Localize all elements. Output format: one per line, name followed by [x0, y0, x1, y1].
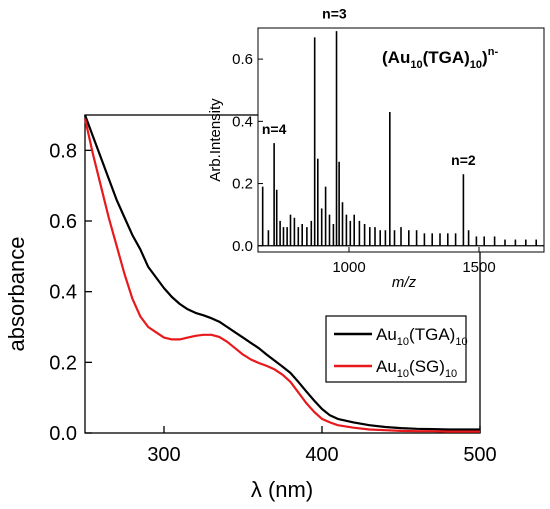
inset-axes-ticks: 1000 1500 0.0 0.2 0.4 0.6: [232, 51, 496, 276]
main-xtick-label: 300: [147, 444, 180, 466]
inset-ytick-label: 0.0: [232, 238, 253, 255]
inset-background: [258, 28, 544, 252]
main-chart: 300 400 500 0.0 0.2 0.4 0.6 0.8 λ (nm) absorban…: [4, 114, 497, 502]
main-xtick-label: 500: [463, 444, 496, 466]
legend-label-sg: Au10(SG)10: [376, 357, 457, 380]
main-xtick-label: 400: [305, 444, 338, 466]
inset-ytick-label: 0.4: [232, 113, 253, 130]
main-ytick-label: 0.6: [49, 211, 77, 233]
inset-annotations-group: n=4 n=3 n=2: [262, 6, 476, 168]
inset-peaks-group: [258, 31, 544, 247]
inset-xlabel: m/z: [392, 274, 417, 291]
inset-xtick-label: 1000: [332, 259, 365, 276]
main-ylabel: absorbance: [4, 237, 29, 352]
main-ytick-label: 0.0: [49, 423, 77, 445]
inset-chart: 1000 1500 0.0 0.2 0.4 0.6 m/z Arb.Intensity (…: [207, 6, 545, 291]
main-ytick-label: 0.8: [49, 140, 77, 162]
legend: Au10(TGA)10 Au10(SG)10: [325, 315, 468, 383]
inset-peak-annotation: n=4: [262, 121, 287, 137]
main-xlabel: λ (nm): [251, 477, 313, 502]
main-ytick-label: 0.4: [49, 282, 77, 304]
main-series-line-1: [83, 118, 480, 433]
inset-ytick-label: 0.6: [232, 51, 253, 68]
inset-plot-frame: [257, 27, 545, 253]
main-series-line-0: [83, 114, 480, 431]
main-ytick-label: 0.2: [49, 352, 77, 374]
main-axes-ticks: 300 400 500 0.0 0.2 0.4 0.6 0.8: [49, 140, 497, 466]
inset-ylabel: Arb.Intensity: [207, 98, 224, 182]
inset-peak-annotation: n=2: [451, 152, 476, 168]
legend-label-tga: Au10(TGA)10: [376, 325, 468, 348]
inset-peak-annotation: n=3: [322, 6, 347, 22]
inset-ytick-label: 0.2: [232, 176, 253, 193]
main-series-group: [83, 114, 480, 433]
legend-box: [325, 315, 467, 383]
inset-xtick-label: 1500: [462, 259, 495, 276]
inset-title: (Au10(TGA)10)n-: [382, 46, 498, 71]
